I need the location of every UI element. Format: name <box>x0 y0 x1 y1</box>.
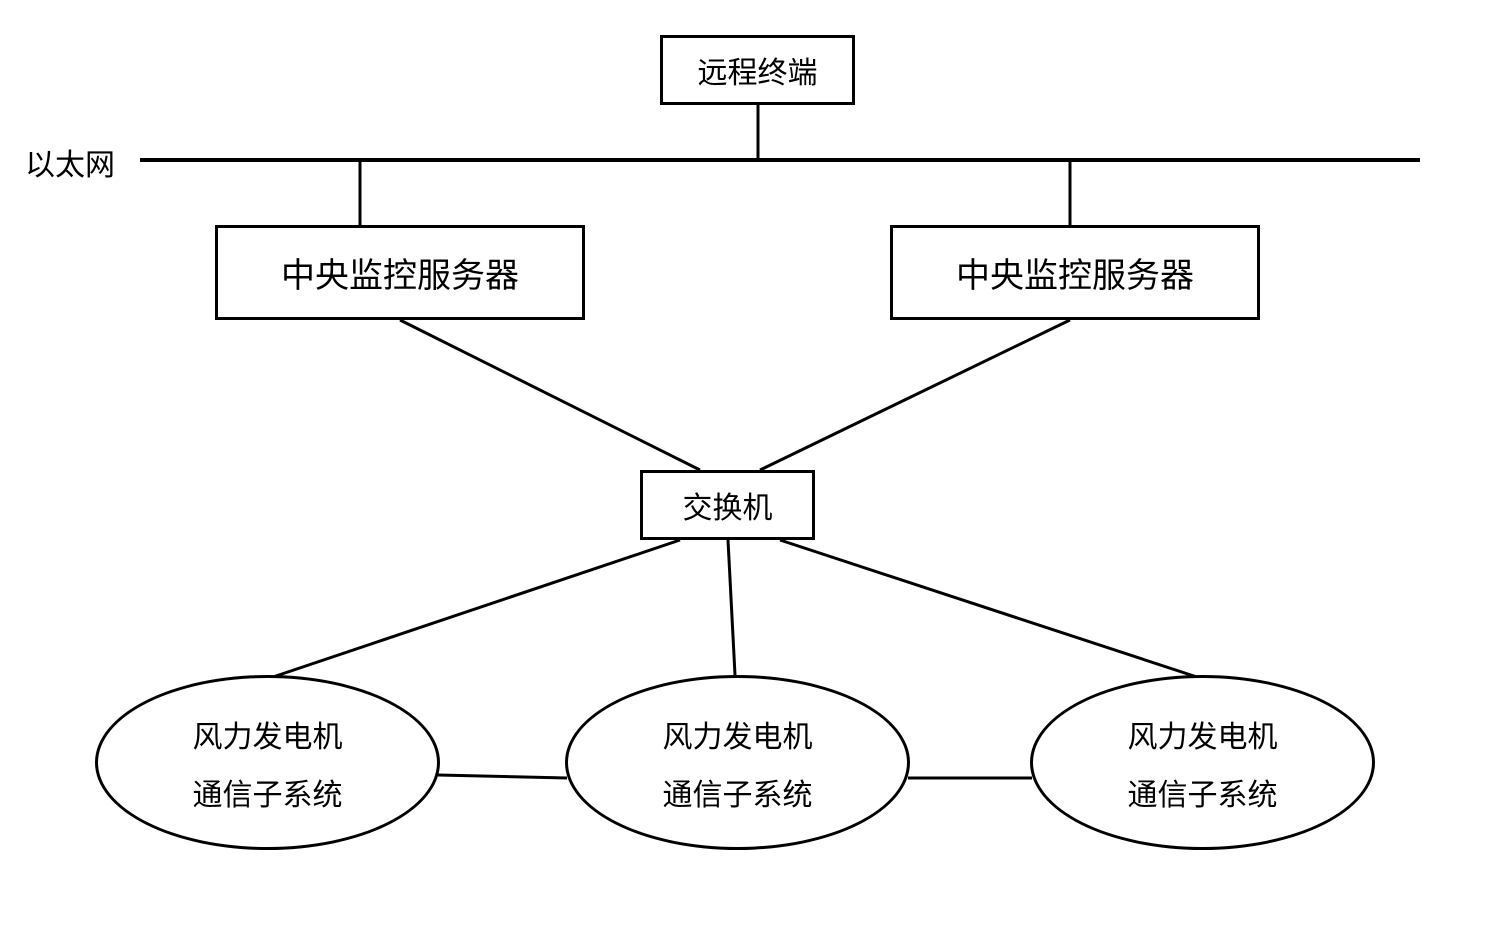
wind-mid-line2: 通信子系统 <box>663 770 813 814</box>
wind-left-node: 风力发电机 通信子系统 <box>95 675 440 850</box>
server-right-node: 中央监控服务器 <box>890 225 1260 320</box>
wind-left-line2: 通信子系统 <box>193 770 343 814</box>
wind-right-node: 风力发电机 通信子系统 <box>1030 675 1375 850</box>
remote-terminal-label: 远程终端 <box>698 48 818 92</box>
remote-terminal-node: 远程终端 <box>660 35 855 105</box>
ethernet-label: 以太网 <box>25 140 115 184</box>
wind-mid-node: 风力发电机 通信子系统 <box>565 675 910 850</box>
wind-left-line1: 风力发电机 <box>193 712 343 756</box>
diagram-root: 远程终端 以太网 中央监控服务器 中央监控服务器 交换机 风力发电机 通信子系统… <box>20 20 1469 906</box>
server-left-node: 中央监控服务器 <box>215 225 585 320</box>
wind-right-line1: 风力发电机 <box>1128 712 1278 756</box>
server-left-label: 中央监控服务器 <box>281 248 519 297</box>
wind-mid-line1: 风力发电机 <box>663 712 813 756</box>
switch-node: 交换机 <box>640 470 815 540</box>
wind-right-line2: 通信子系统 <box>1128 770 1278 814</box>
switch-label: 交换机 <box>683 483 773 527</box>
ethernet-text: 以太网 <box>25 149 115 182</box>
server-right-label: 中央监控服务器 <box>956 248 1194 297</box>
